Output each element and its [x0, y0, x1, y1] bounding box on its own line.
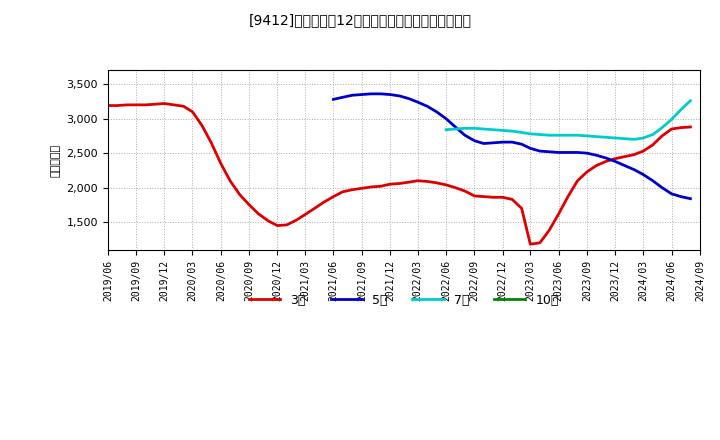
- Legend: 3年, 5年, 7年, 10年: 3年, 5年, 7年, 10年: [244, 289, 564, 312]
- Line: 5年: 5年: [333, 94, 690, 199]
- Text: [9412]　経常利益12か月移動合計の標準偏差の推移: [9412] 経常利益12か月移動合計の標準偏差の推移: [248, 13, 472, 27]
- Line: 7年: 7年: [446, 101, 690, 139]
- Line: 3年: 3年: [108, 103, 690, 244]
- Y-axis label: （百万円）: （百万円）: [51, 143, 61, 176]
